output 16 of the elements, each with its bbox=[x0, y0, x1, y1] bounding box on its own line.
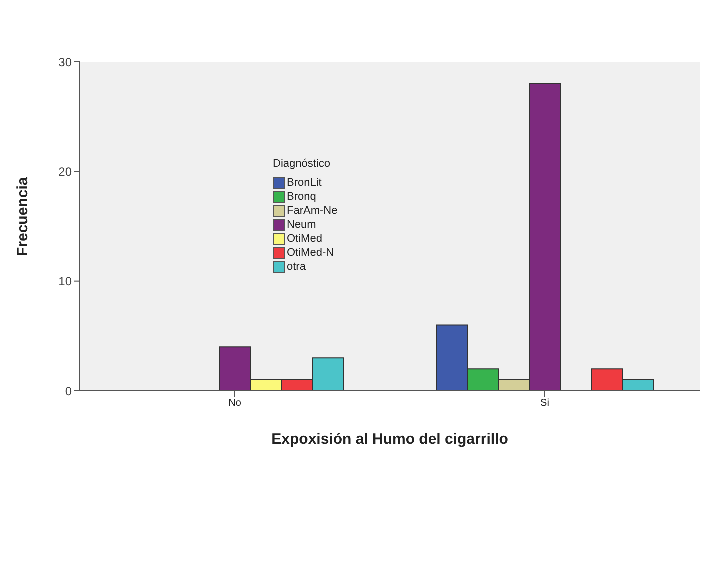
legend-title: Diagnóstico bbox=[273, 158, 332, 170]
legend-label: OtiMed-N bbox=[287, 247, 334, 259]
y-tick-label: 30 bbox=[58, 55, 72, 70]
legend-label: Neum bbox=[287, 219, 316, 231]
y-tick-label: 0 bbox=[65, 384, 72, 398]
y-tick-label: 20 bbox=[58, 164, 72, 179]
x-tick-label: Si bbox=[540, 398, 550, 410]
legend-label: FarAm-Ne bbox=[287, 205, 338, 217]
legend-label: otra bbox=[287, 261, 306, 273]
x-axis-title: Expoxisión al Humo del cigarrillo bbox=[272, 431, 508, 448]
legend-label: BronLit bbox=[287, 177, 322, 189]
y-tick-label: 10 bbox=[58, 274, 72, 289]
legend-label: OtiMed bbox=[287, 233, 322, 245]
y-axis-title: Frecuencia bbox=[14, 176, 32, 256]
x-tick-label: No bbox=[228, 398, 242, 410]
legend-label: Bronq bbox=[287, 191, 316, 203]
